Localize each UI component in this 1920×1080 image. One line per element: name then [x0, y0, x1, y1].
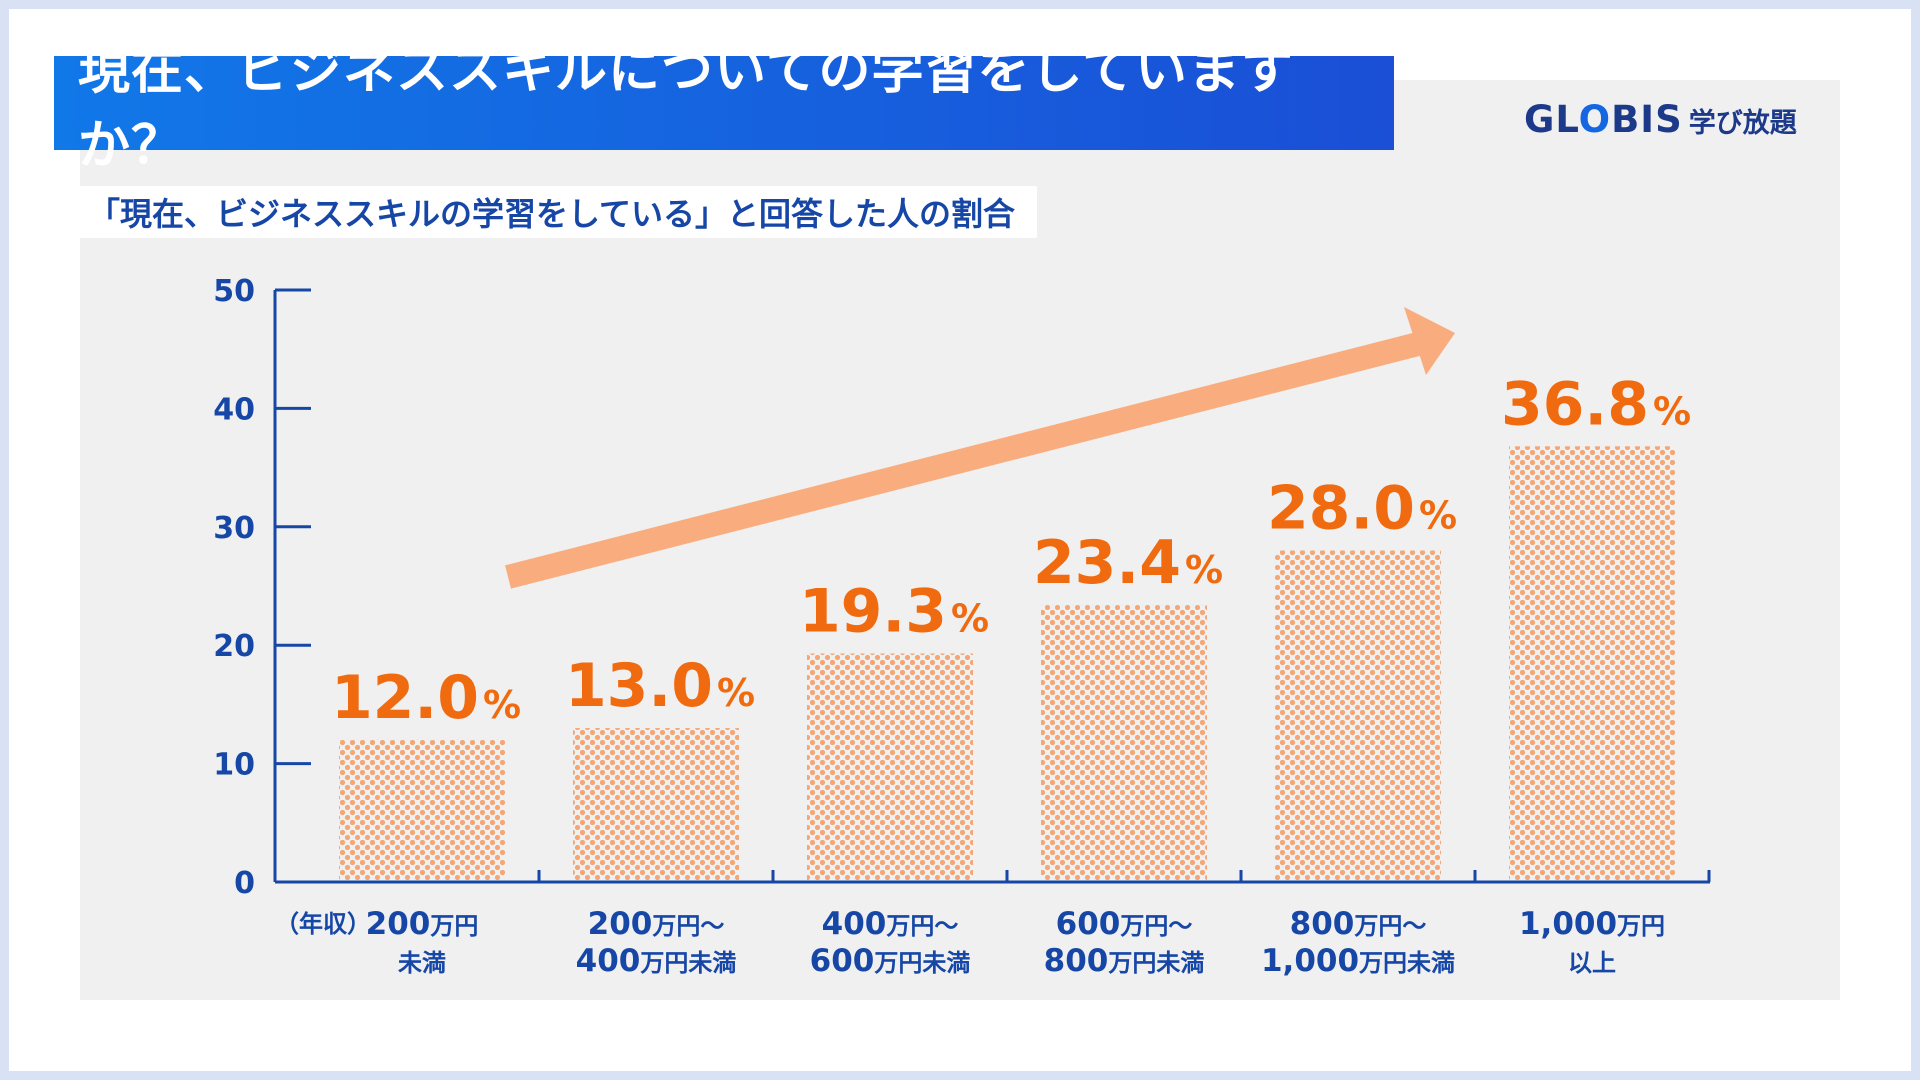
x-tick-label: 400万円〜	[822, 906, 959, 942]
chart-subtitle: 「現在、ビジネススキルの学習をしている」と回答した人の割合	[80, 186, 1038, 238]
trend-arrow-shaft	[505, 332, 1421, 589]
data-label: 28.0%	[1267, 473, 1457, 543]
bar	[573, 728, 739, 880]
data-label: 19.3%	[799, 576, 989, 646]
y-tick-label: 30	[213, 511, 255, 546]
data-label: 13.0%	[565, 651, 755, 721]
x-tick-label: 以上	[1568, 949, 1616, 977]
y-tick-label: 50	[213, 274, 255, 309]
page-title: 現在、ビジネススキルについての学習をしていますか？	[54, 41, 1394, 176]
logo-sub: 学び放題	[1688, 108, 1797, 139]
logo-brand: GLOBIS	[1524, 98, 1683, 141]
y-tick-label: 20	[213, 629, 255, 664]
bar	[339, 739, 505, 880]
globis-logo: GLOBIS 学び放題	[1524, 98, 1797, 142]
data-label: 23.4%	[1033, 528, 1223, 598]
data-label: 36.8%	[1501, 369, 1691, 439]
x-tick-label: 800万円未満	[1044, 943, 1205, 979]
trend-arrow-head	[1404, 307, 1455, 375]
x-axis-prefix: （年収）	[275, 910, 371, 938]
x-tick-label: 200万円〜	[588, 906, 725, 942]
bar	[1275, 550, 1441, 880]
x-tick-label: 未満	[398, 949, 446, 977]
x-tick-label: 400万円未満	[576, 943, 737, 979]
x-tick-label: 800万円〜	[1290, 906, 1427, 942]
x-tick-label: 1,000万円未満	[1261, 943, 1455, 979]
y-tick-label: 0	[234, 866, 255, 901]
y-tick-label: 40	[213, 392, 255, 427]
x-tick-label: 600万円〜	[1056, 906, 1193, 942]
x-tick-label: 600万円未満	[810, 943, 971, 979]
x-tick-label: 200万円	[366, 906, 479, 942]
bar	[807, 653, 973, 880]
bar	[1509, 446, 1675, 880]
bar	[1041, 604, 1207, 880]
page-title-text: 現在、ビジネススキルについての学習をしていますか？	[78, 41, 1294, 176]
y-tick-label: 10	[213, 748, 255, 783]
data-label: 12.0%	[331, 663, 521, 733]
x-tick-label: 1,000万円	[1519, 906, 1665, 942]
